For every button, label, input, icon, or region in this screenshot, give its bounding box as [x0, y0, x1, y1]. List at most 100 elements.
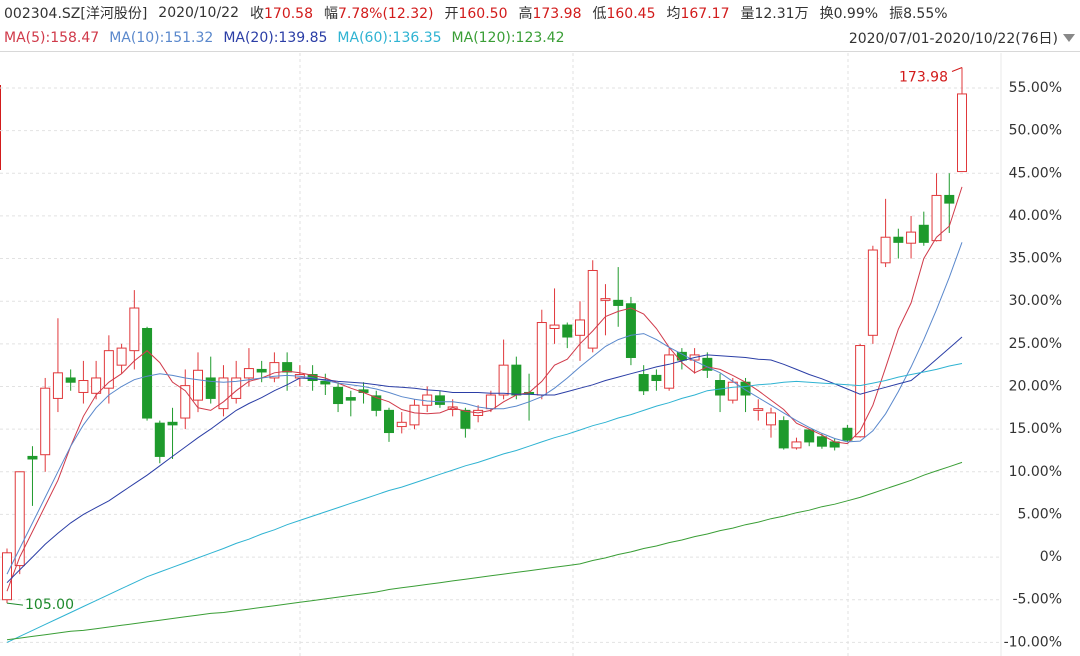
quote-field: 换0.99% — [820, 3, 878, 23]
candle-body — [434, 395, 445, 405]
field-value: 160.45 — [606, 6, 656, 22]
legend-entry: MA(20):139.85 — [223, 30, 328, 46]
y-tick-label: 35.00% — [1009, 251, 1062, 267]
field-label: 量 — [740, 6, 755, 22]
candle-body — [511, 364, 522, 396]
candle-body — [600, 298, 611, 301]
stock-code: 002304.SZ[洋河股份] — [4, 6, 148, 22]
ma-line — [6, 363, 963, 643]
candle-body — [460, 409, 471, 429]
y-tick-label: 40.00% — [1009, 208, 1062, 224]
y-tick-label: 45.00% — [1009, 165, 1062, 181]
candle-body — [727, 381, 738, 401]
quote-field: 振8.55% — [889, 3, 947, 23]
y-tick-label: -10.00% — [1004, 634, 1062, 650]
field-label: 换 — [819, 6, 834, 22]
annotation: 173.98 — [899, 69, 948, 85]
field-value: 12.31万 — [754, 6, 809, 22]
quote-field: 量12.31万 — [740, 3, 808, 23]
candle-body — [485, 394, 496, 410]
y-tick-label: 55.00% — [1009, 80, 1062, 96]
y-tick-label: 30.00% — [1009, 293, 1062, 309]
candle-body — [65, 377, 76, 383]
candle-body — [855, 345, 866, 438]
y-tick-label: 5.00% — [1018, 506, 1062, 522]
field-label: 均 — [666, 6, 681, 22]
y-tick-label: 50.00% — [1009, 123, 1062, 139]
candle-body — [651, 374, 662, 382]
date-range[interactable]: 2020/07/01-2020/10/22(76日) — [849, 28, 1076, 48]
field-value: 8.55% — [903, 6, 948, 22]
candle-body — [320, 380, 331, 385]
candle-body — [180, 385, 191, 419]
ma-line — [6, 461, 963, 641]
candle-body — [778, 420, 789, 449]
y-tick-label: 15.00% — [1009, 421, 1062, 437]
field-label: 低 — [592, 6, 607, 22]
legend-entry: MA(10):151.32 — [109, 30, 214, 46]
candle-body — [562, 324, 573, 338]
candle-body — [791, 441, 802, 449]
y-tick-label: 10.00% — [1009, 464, 1062, 480]
candle-body — [753, 408, 764, 411]
candle-body — [167, 421, 178, 426]
candle-body — [205, 377, 216, 399]
candle-body — [193, 369, 203, 401]
candle-body — [116, 347, 127, 366]
candle-body — [269, 362, 280, 379]
candle-body — [931, 194, 942, 242]
candle-body — [2, 552, 12, 601]
field-value: 173.98 — [532, 6, 582, 22]
candle-body — [396, 421, 407, 428]
candle-body — [256, 368, 267, 373]
candle-body — [218, 377, 229, 410]
quote-field: 收170.58 — [250, 3, 313, 23]
candle-body — [384, 409, 394, 434]
candle-body — [880, 236, 891, 264]
legend-entry: MA(5):158.47 — [4, 30, 100, 46]
candle-body — [91, 377, 102, 394]
candle-body — [906, 231, 917, 244]
candle-body — [549, 324, 560, 329]
candle-body — [129, 307, 140, 352]
candle-body — [918, 224, 929, 243]
field-value: 170.58 — [264, 6, 313, 22]
candle-body — [804, 429, 815, 443]
candle-body — [333, 386, 344, 405]
candle-body — [816, 436, 827, 447]
field-value: 0.99% — [833, 6, 879, 22]
field-label: 幅 — [324, 6, 338, 22]
candle-body — [575, 319, 585, 336]
candle-body — [893, 236, 904, 243]
field-value: 160.50 — [458, 6, 508, 22]
dropdown-icon — [1063, 34, 1075, 42]
candle-body — [944, 194, 955, 204]
candle-body — [40, 387, 51, 456]
quote-field: 幅7.78%(12.32) — [324, 3, 433, 23]
field-value: 7.78%(12.32) — [338, 6, 434, 22]
y-tick-label: -5.00% — [1012, 592, 1062, 608]
candle-body — [664, 354, 675, 389]
candle-body — [243, 368, 254, 379]
field-label: 振 — [889, 6, 904, 22]
quote-field: 均167.17 — [666, 3, 729, 23]
field-value: 167.17 — [680, 6, 730, 22]
annotation-leader — [6, 602, 24, 606]
field-label: 收 — [250, 6, 264, 22]
legend-entry: MA(60):136.35 — [337, 30, 442, 46]
candle-body — [27, 455, 38, 460]
quote-field: 高173.98 — [518, 3, 581, 23]
quote-field: 低160.45 — [592, 3, 655, 23]
candle-body — [638, 374, 649, 392]
y-tick-label: 25.00% — [1009, 336, 1062, 352]
candle-body — [867, 249, 878, 336]
candle-body — [52, 372, 63, 399]
candle-body — [345, 397, 356, 401]
quote-date: 2020/10/22 — [158, 5, 239, 21]
candle-body — [371, 395, 382, 411]
candle-body — [715, 380, 726, 396]
annotation-leader — [951, 67, 963, 72]
candle-body — [498, 364, 509, 396]
